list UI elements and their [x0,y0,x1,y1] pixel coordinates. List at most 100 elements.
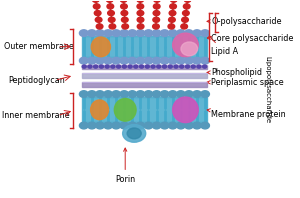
Circle shape [153,17,160,22]
Circle shape [193,91,201,97]
Circle shape [120,122,129,129]
Circle shape [170,0,177,2]
Circle shape [136,91,145,97]
Circle shape [111,65,115,68]
Circle shape [152,122,161,129]
Circle shape [176,122,185,129]
Circle shape [168,24,175,29]
Circle shape [202,65,207,68]
Circle shape [104,57,112,64]
Circle shape [153,4,160,9]
Circle shape [168,91,177,97]
Circle shape [193,122,201,129]
Circle shape [105,65,109,68]
Circle shape [168,57,177,64]
Circle shape [163,65,167,68]
Circle shape [120,30,129,36]
Bar [82,82,207,87]
Circle shape [94,65,98,68]
Circle shape [176,57,185,64]
Circle shape [80,57,88,64]
Text: Outer membrane: Outer membrane [4,42,74,51]
Circle shape [88,30,96,36]
Ellipse shape [172,97,198,123]
Circle shape [182,10,189,16]
Circle shape [184,30,193,36]
Circle shape [128,65,132,68]
Circle shape [109,24,116,29]
Circle shape [104,30,112,36]
Circle shape [144,30,153,36]
Circle shape [176,30,185,36]
Circle shape [122,24,128,29]
Circle shape [121,4,127,9]
Ellipse shape [172,33,198,57]
Bar [82,73,207,78]
Circle shape [112,91,121,97]
Circle shape [191,65,195,68]
Circle shape [153,10,160,16]
Circle shape [120,91,129,97]
Circle shape [104,91,112,97]
Circle shape [137,10,144,16]
Circle shape [182,17,188,22]
Circle shape [108,10,114,16]
Circle shape [93,4,100,9]
Bar [82,36,207,57]
Circle shape [152,30,161,36]
Ellipse shape [91,100,109,120]
Circle shape [160,57,169,64]
Circle shape [88,122,96,129]
Circle shape [168,30,177,36]
Circle shape [88,91,96,97]
Circle shape [144,57,153,64]
Ellipse shape [181,42,198,56]
Circle shape [184,122,193,129]
Circle shape [80,122,88,129]
Circle shape [120,57,129,64]
Circle shape [169,17,175,22]
Text: Inner membrane: Inner membrane [2,111,70,120]
Circle shape [183,4,190,9]
Circle shape [152,91,161,97]
Circle shape [137,24,144,29]
Text: Periplasmic space: Periplasmic space [207,78,284,87]
Circle shape [157,65,161,68]
Circle shape [151,65,155,68]
Circle shape [181,24,188,29]
Circle shape [197,65,201,68]
Circle shape [95,17,102,22]
Circle shape [88,65,92,68]
Circle shape [170,4,176,9]
Circle shape [88,57,96,64]
Circle shape [128,30,137,36]
Circle shape [112,30,121,36]
Circle shape [180,65,184,68]
Circle shape [174,65,178,68]
Circle shape [184,91,193,97]
Circle shape [137,17,144,22]
Circle shape [96,30,104,36]
Circle shape [96,57,104,64]
Circle shape [201,57,209,64]
Circle shape [134,65,138,68]
Circle shape [160,91,169,97]
Ellipse shape [91,37,110,57]
Circle shape [128,91,137,97]
Text: Peptidoglycan: Peptidoglycan [8,76,64,85]
Circle shape [168,122,177,129]
Circle shape [121,10,128,16]
Circle shape [144,122,153,129]
Circle shape [112,57,121,64]
Circle shape [154,0,160,2]
Circle shape [122,65,126,68]
Circle shape [128,57,137,64]
Circle shape [96,24,103,29]
Circle shape [136,57,145,64]
Circle shape [193,30,201,36]
Text: Lipopolysaccharide: Lipopolysaccharide [265,56,271,123]
Bar [82,97,207,122]
Circle shape [108,17,115,22]
Circle shape [160,30,169,36]
Circle shape [185,65,190,68]
